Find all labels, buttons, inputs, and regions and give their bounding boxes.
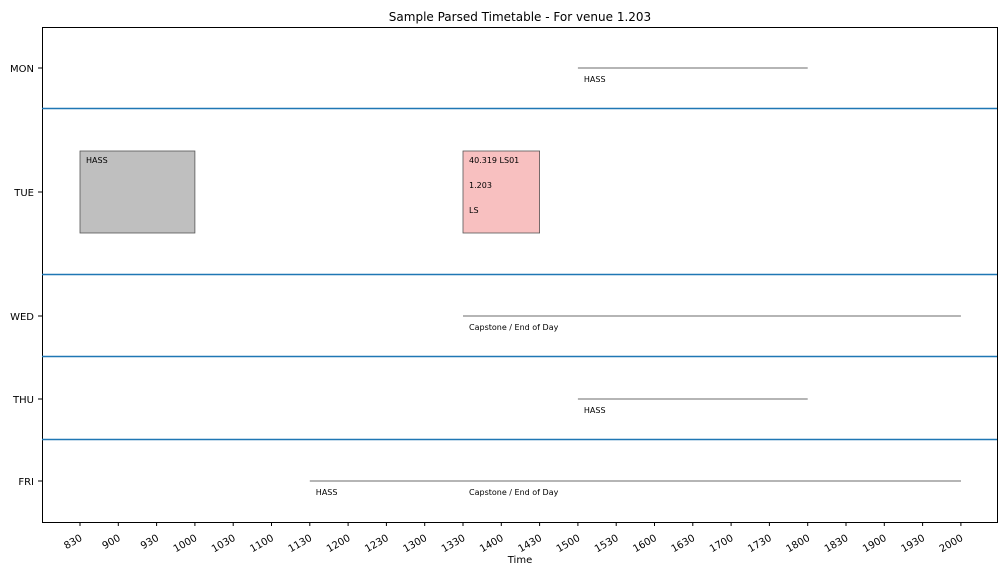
block-label: 40.319 LS01 — [469, 156, 519, 165]
span-label: HASS — [316, 488, 338, 497]
x-tick-label: 1930 — [899, 533, 927, 555]
x-tick-label: 1130 — [287, 533, 315, 555]
x-tick-label: 1800 — [785, 533, 813, 555]
block-label: LS — [469, 206, 479, 215]
y-tick-label: WED — [10, 312, 34, 323]
x-tick-label: 1600 — [631, 533, 659, 555]
schedule-block — [79, 150, 196, 234]
x-tick-label: 900 — [101, 533, 123, 552]
span-label: Capstone / End of Day — [469, 488, 559, 497]
x-tick-label: 930 — [139, 533, 161, 552]
x-tick-label: 830 — [62, 533, 84, 552]
x-tick-label: 1000 — [172, 533, 200, 555]
y-tick-label: FRI — [18, 477, 34, 488]
x-tick-label: 1400 — [478, 533, 506, 555]
x-tick-label: 1100 — [248, 533, 276, 555]
x-tick-label: 1030 — [210, 533, 238, 555]
block-label: 1.203 — [469, 181, 492, 190]
y-tick-label: MON — [10, 64, 34, 75]
span-label: HASS — [584, 406, 606, 415]
y-tick-label: TUE — [13, 188, 34, 199]
span-label: Capstone / End of Day — [469, 323, 559, 332]
schedule-block — [462, 150, 540, 234]
x-tick-label: 1700 — [708, 533, 736, 555]
x-tick-label: 1230 — [363, 533, 391, 555]
x-axis: 830 900 930 1000 1030 1100 1130 1200 1230 1300 133… — [62, 522, 965, 555]
x-tick-label: 1900 — [861, 533, 889, 555]
x-tick-label: 1630 — [670, 533, 698, 555]
span-label: HASS — [584, 75, 606, 84]
x-tick-label: 1530 — [593, 533, 621, 555]
x-tick-label: 1830 — [823, 533, 851, 555]
y-tick-label: THU — [12, 395, 34, 406]
y-axis: MON TUE WED THU FRI — [10, 64, 42, 488]
x-tick-label: 1430 — [516, 533, 544, 555]
x-tick-label: 1500 — [555, 533, 583, 555]
x-tick-label: 1330 — [440, 533, 468, 555]
day-separators — [42, 107, 997, 441]
x-tick-label: 1730 — [746, 533, 774, 555]
span-layer: HASS Capstone / End of Day HASS HASS Capston… — [309, 67, 961, 497]
block-label: HASS — [86, 156, 108, 165]
x-tick-label: 1200 — [325, 533, 353, 555]
chart-title: Sample Parsed Timetable - For venue 1.20… — [389, 10, 651, 24]
block-layer: HASS 40.319 LS01 1.203 LS — [79, 150, 540, 234]
x-tick-label: 1300 — [402, 533, 430, 555]
x-axis-label: Time — [507, 555, 532, 566]
x-tick-label: 2000 — [938, 533, 966, 555]
